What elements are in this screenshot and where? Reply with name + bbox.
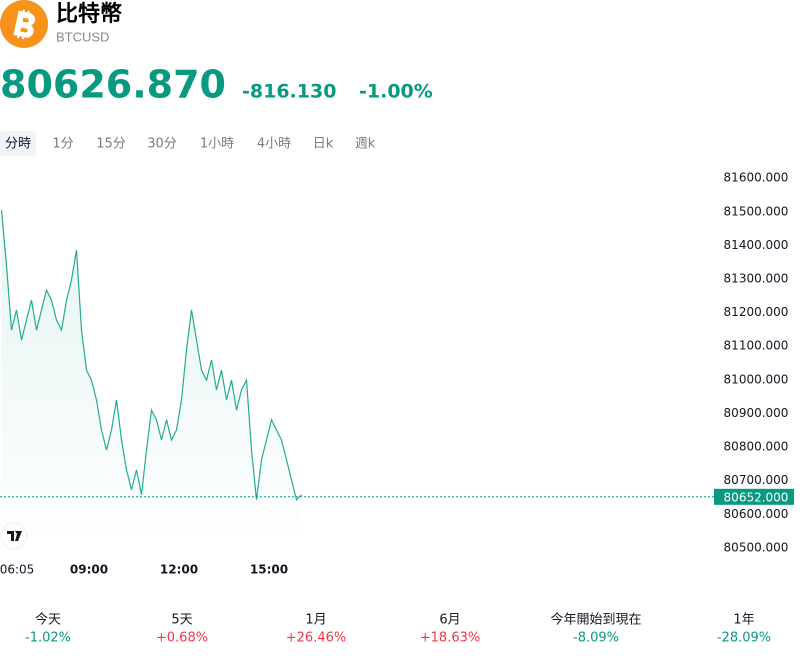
tab[interactable]: 30分	[147, 137, 177, 152]
last-price-badge	[714, 488, 794, 505]
period-change: -28.09%	[717, 631, 771, 646]
tab[interactable]: 分時	[5, 137, 31, 152]
price-change: -816.130	[242, 81, 336, 103]
y-tick-label: 80900.000	[724, 406, 789, 420]
y-tick-label: 80500.000	[724, 540, 789, 554]
period-change: +26.46%	[286, 631, 346, 646]
y-tick-label: 81200.000	[724, 305, 789, 319]
price-change-pct: -1.00%	[359, 81, 433, 103]
x-tick-label: 15:00	[250, 563, 288, 577]
y-tick-label: 81400.000	[724, 238, 789, 252]
period-label[interactable]: 6月	[439, 613, 460, 628]
period-change: +18.63%	[420, 631, 480, 646]
y-tick-label: 80700.000	[724, 473, 789, 487]
asset-symbol: BTCUSD	[56, 29, 109, 44]
tab-active-bg	[0, 131, 36, 156]
tab[interactable]: 週k	[355, 137, 376, 152]
x-tick-label: 06:05	[0, 563, 34, 577]
y-tick-label: 80600.000	[724, 507, 789, 521]
bitcoin-icon	[0, 0, 48, 48]
tab[interactable]: 4小時	[257, 137, 291, 152]
y-tick-label: 81300.000	[724, 271, 789, 285]
y-tick-label: 81500.000	[724, 204, 789, 218]
period-change: -1.02%	[25, 631, 71, 646]
area	[1, 210, 302, 530]
y-tick-label: 81600.000	[724, 171, 789, 185]
last-price-label: 80652.000	[724, 490, 789, 504]
tab[interactable]: 日k	[313, 137, 334, 152]
period-label[interactable]: 今年開始到現在	[550, 612, 641, 628]
tab[interactable]: 15分	[96, 137, 126, 152]
asset-title: 比特幣	[56, 1, 122, 27]
tab[interactable]: 1分	[52, 137, 73, 152]
period-label[interactable]: 1年	[733, 613, 754, 628]
line	[0, 210, 302, 501]
period-label[interactable]: 1月	[305, 613, 326, 628]
period-change: -8.09%	[573, 631, 619, 646]
y-tick-label: 81100.000	[724, 339, 789, 353]
y-tick-label: 81000.000	[724, 372, 789, 386]
period-label[interactable]: 5天	[171, 613, 192, 628]
x-tick-label: 12:00	[160, 563, 198, 577]
price: 80626.870	[0, 63, 226, 107]
tab[interactable]: 1小時	[200, 137, 234, 152]
period-label[interactable]: 今天	[35, 612, 61, 628]
period-change: +0.68%	[156, 631, 208, 646]
x-tick-label: 09:00	[70, 563, 108, 577]
y-tick-label: 80800.000	[724, 440, 789, 454]
